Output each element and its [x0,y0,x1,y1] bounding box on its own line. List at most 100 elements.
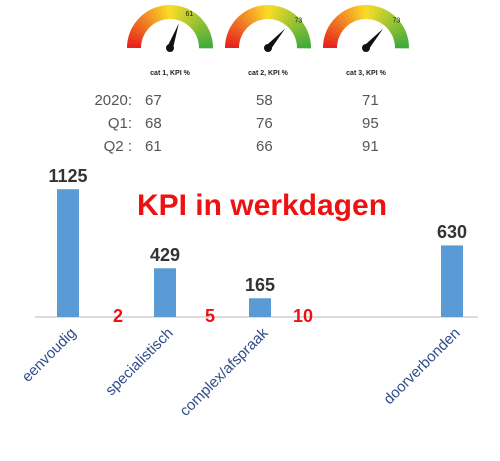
bar [154,268,176,317]
gauge-band [152,6,162,22]
table-cell: 58 [256,92,273,109]
gauge-band [225,38,240,46]
gauge-band [196,30,212,40]
annotation: 2 [113,306,123,326]
gauge-value: 61 [186,11,194,18]
gauge-band [296,39,311,46]
gauge-band [323,38,338,46]
gauge-needle [167,23,179,50]
gauge-band [141,12,154,27]
table-cell: 61 [145,138,162,155]
gauge-band [246,8,257,23]
gauge-band [195,26,210,37]
gauge-band [344,8,355,23]
gauge-band [334,15,347,29]
row-label: Q1: [108,115,132,132]
gauge-band [178,7,188,22]
gauge-band [270,5,278,20]
gauge-band [392,30,408,40]
data-label: 1125 [48,166,87,186]
data-label: 429 [150,245,180,265]
gauge-hub [166,44,174,52]
gauge-band [156,5,165,21]
gauge-band [387,19,402,32]
gauge-band [193,22,208,34]
gauge-band [276,7,286,22]
gauge-band [129,30,144,40]
gauge-band [279,8,290,24]
table-cell: 91 [362,138,379,155]
category-label: doorverbonden [380,325,463,408]
gauge-label: cat 2, KPI % [248,70,288,77]
gauge-band [273,5,282,21]
gauge-band [132,22,147,34]
gauge-band [254,5,263,21]
gauge-band [259,5,266,20]
table-cell: 95 [362,115,379,132]
gauge-value: 73 [392,17,400,24]
row-label: Q2 : [104,138,132,155]
gauge-band [295,34,311,43]
gauge-band [230,22,245,34]
gauge-band [294,30,310,40]
gauge-band [391,26,406,37]
gauge-label: cat 1, KPI % [150,70,190,77]
gauge-band [284,13,298,27]
gauge-band [293,26,308,37]
gauge-band [348,6,358,22]
gauge-band [394,39,409,46]
gauge-band [326,26,342,37]
annotation: 10 [293,306,313,326]
gauge-band [227,30,242,40]
gauge-band [242,10,254,25]
gauge-value: 73 [294,17,302,24]
table-cell: 68 [145,115,162,132]
gauge-band [368,5,376,20]
gauge-band [130,26,146,37]
data-label: 165 [245,275,275,295]
gauge-band [239,12,252,27]
gauge-band [161,5,168,20]
gauge-band [328,22,343,34]
bar [57,189,79,317]
gauge-band [135,18,149,32]
gauge-band [175,5,184,21]
gauge-band [233,18,247,32]
gauge-band [197,34,213,43]
gauge-band [382,13,396,27]
gauge-band [357,5,364,20]
gauge-band [371,5,380,21]
gauge-band [198,39,213,46]
data-label: 630 [437,222,467,242]
gauge-band [352,5,361,21]
table-cell: 71 [362,92,379,109]
gauge-band [148,8,159,23]
gauge-band [393,34,409,43]
gauge-hub [362,44,370,52]
table-cell: 76 [256,115,273,132]
gauge-band [331,18,345,32]
annotation: 5 [205,306,215,326]
bar [249,298,271,317]
gauge-band [380,10,392,25]
table-cell: 67 [145,92,162,109]
gauge-label: cat 3, KPI % [346,70,386,77]
category-label: specialistisch [102,325,177,400]
gauge-band [236,15,249,29]
gauge-band [189,16,203,29]
gauge-band [127,34,143,43]
gauge-band [377,8,388,24]
gauge-band [191,19,206,32]
row-label: 2020: [94,92,132,109]
gauge-band [186,13,200,27]
gauge-band [138,15,151,29]
gauge-band [250,6,260,22]
gauge-band [374,7,384,22]
table-cell: 66 [256,138,273,155]
category-label: eenvoudig [19,325,80,386]
gauge-needle [363,28,384,50]
gauge-band [325,30,340,40]
gauge-band [127,38,142,46]
gauge-band [172,5,180,20]
